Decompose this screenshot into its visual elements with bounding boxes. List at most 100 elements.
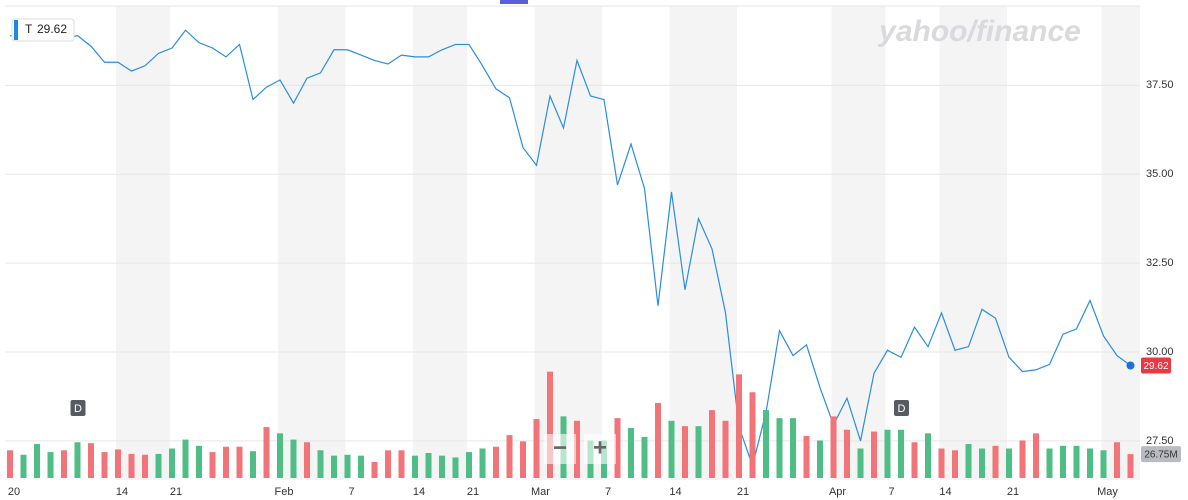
volume-bar <box>479 448 486 478</box>
volume-bar <box>358 455 364 478</box>
x-tick-label: 14 <box>116 486 128 498</box>
x-tick-label: May <box>1097 486 1118 498</box>
y-tick-label: 30.00 <box>1146 346 1174 358</box>
volume-bar <box>736 374 742 478</box>
ticker-badge-accent <box>14 20 18 40</box>
volume-bar <box>412 455 418 478</box>
zoom-button[interactable] <box>544 434 576 464</box>
volume-bar <box>709 410 715 478</box>
volume-bar <box>34 444 40 478</box>
volume-bar <box>965 444 972 478</box>
x-tick-label: 14 <box>413 486 425 498</box>
volume-bar <box>223 446 229 478</box>
volume-bar <box>425 452 432 478</box>
volume-bar <box>439 455 445 478</box>
volume-bar <box>803 436 810 478</box>
y-tick-label: 37.50 <box>1146 79 1174 91</box>
volume-bar <box>695 426 702 478</box>
volume-bar <box>520 441 526 478</box>
range-tab[interactable] <box>500 0 528 4</box>
volume-bar <box>169 448 175 478</box>
volume-bar <box>74 442 81 478</box>
volume-bar <box>641 436 648 478</box>
volume-bar <box>250 451 256 478</box>
volume-bar <box>506 435 513 478</box>
x-tick-label: 7 <box>605 486 611 498</box>
y-tick-label: 27.50 <box>1146 435 1174 447</box>
volume-bar <box>668 420 675 478</box>
shade-band <box>1101 6 1140 480</box>
volume-bar <box>277 433 283 478</box>
volume-bar <box>1114 442 1120 478</box>
shade-band <box>116 6 170 480</box>
volume-bar <box>20 454 27 478</box>
volume-bar <box>1127 454 1134 478</box>
volume-bar <box>722 420 729 478</box>
volume-flag <box>1141 446 1181 463</box>
shade-band <box>831 6 886 480</box>
volume-bar <box>1033 433 1039 478</box>
x-tick-label: 21 <box>1007 486 1019 498</box>
event-label: D <box>74 403 82 415</box>
volume-bar <box>817 440 823 478</box>
volume-bar <box>776 418 783 478</box>
x-tick-label: 21 <box>467 486 479 498</box>
zoom-label: − <box>553 434 567 461</box>
volume-bar <box>547 371 553 478</box>
volume-bar <box>385 450 391 478</box>
volume-bar <box>304 442 310 478</box>
volume-bar <box>884 429 891 478</box>
last-point <box>1126 361 1135 370</box>
volume-bar <box>142 454 148 478</box>
volume-bar <box>331 455 337 478</box>
volume-bar <box>182 439 189 478</box>
x-tick-label: Apr <box>829 486 846 498</box>
volume-bar <box>155 453 162 478</box>
shade-band <box>278 6 346 480</box>
volume-bar <box>209 452 216 478</box>
x-tick-label: 20 <box>8 486 20 498</box>
volume-bar <box>952 450 958 478</box>
volume-bar <box>925 433 931 478</box>
zoom-button[interactable] <box>584 434 616 464</box>
x-tick-label: 7 <box>888 486 894 498</box>
volume-bar <box>1046 448 1053 478</box>
volume-bar <box>1087 448 1093 478</box>
x-tick-label: Feb <box>275 486 294 498</box>
volume-bar <box>911 442 918 478</box>
volume-bar <box>979 448 985 478</box>
volume-bar <box>317 450 324 478</box>
volume-bar <box>1019 440 1026 478</box>
volume-bar <box>790 418 796 478</box>
event-marker[interactable] <box>70 400 86 416</box>
volume-flag-label: 26.75M <box>1144 450 1177 461</box>
x-tick-label: 14 <box>939 486 951 498</box>
volume-bar <box>682 426 688 478</box>
y-tick-label: 32.50 <box>1146 257 1174 269</box>
shade-band <box>669 6 737 480</box>
volume-bar <box>628 427 634 478</box>
volume-bar <box>101 452 108 478</box>
event-marker[interactable] <box>894 400 909 416</box>
volume-bar <box>344 454 351 478</box>
event-label: D <box>898 403 906 415</box>
ticker-price: 29.62 <box>37 22 67 36</box>
volume-bar <box>830 416 837 478</box>
volume-bar <box>61 450 67 478</box>
zoom-label: + <box>593 434 607 461</box>
volume-bar <box>1006 448 1012 478</box>
volume-bar <box>290 439 297 478</box>
price-line <box>9 27 1131 468</box>
watermark: yahoo/finance <box>877 15 1081 48</box>
volume-bar <box>763 410 769 478</box>
y-tick-label: 35.00 <box>1146 168 1174 180</box>
volume-bar <box>128 453 135 478</box>
volume-bar <box>88 443 94 478</box>
shade-band <box>534 6 602 480</box>
volume-bar <box>749 392 756 478</box>
volume-bar <box>574 420 580 478</box>
volume-bar <box>1060 445 1066 478</box>
price-flag-label: 29.62 <box>1143 361 1168 372</box>
volume-bar <box>47 452 54 478</box>
shade-band <box>939 6 1007 480</box>
